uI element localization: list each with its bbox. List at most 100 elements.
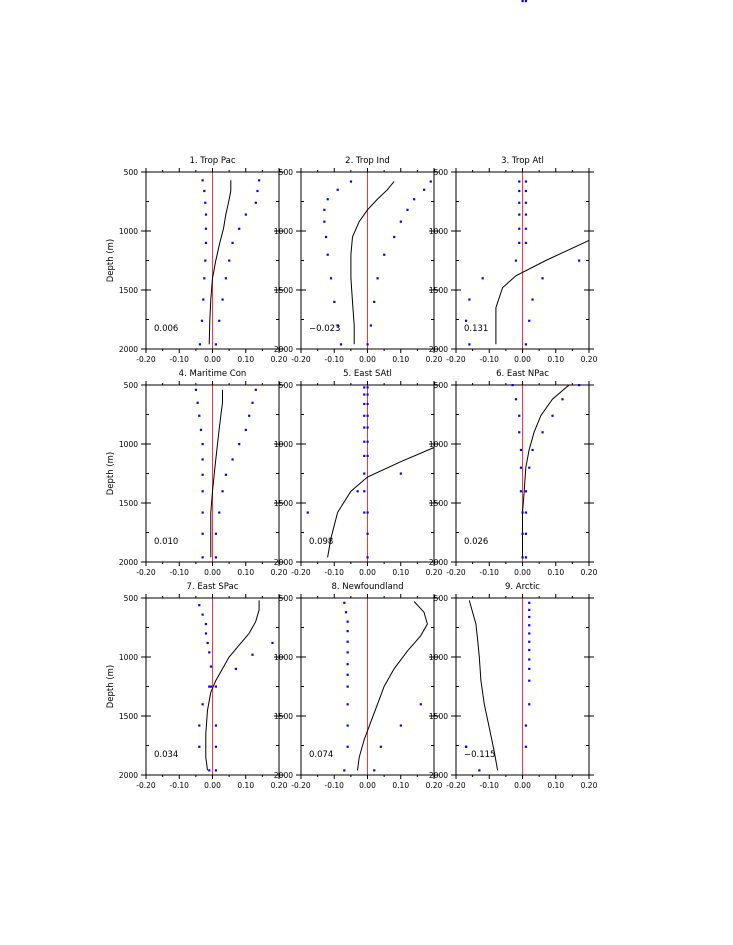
dot-right xyxy=(528,319,531,322)
dot-left xyxy=(201,490,204,493)
dot-right xyxy=(528,608,531,611)
panel-9: 9. Arctic -0.20 -0.10 0.00 0.10 0.20 500 1000 15… xyxy=(429,582,598,790)
dot-right xyxy=(376,277,379,280)
dot-right xyxy=(221,490,224,493)
dot-left xyxy=(198,724,201,727)
dot-right xyxy=(528,679,531,682)
dot-right xyxy=(248,414,251,417)
dot-right xyxy=(231,458,234,461)
dot-right xyxy=(429,180,432,183)
y-axis-label: Depth (m) xyxy=(106,665,116,709)
dot-right xyxy=(551,414,554,417)
profile-line xyxy=(205,600,260,771)
y-tick-label: 1000 xyxy=(429,440,448,449)
profile-line xyxy=(468,600,499,771)
dot-left xyxy=(208,651,211,654)
dot-right xyxy=(254,388,257,391)
dot-left xyxy=(326,198,329,201)
x-tick-label: -0.10 xyxy=(480,568,500,577)
profile-line xyxy=(495,239,590,345)
dot-right xyxy=(531,298,534,301)
x-tick-label: -0.10 xyxy=(480,355,500,364)
dot-left xyxy=(519,448,523,452)
dot-right xyxy=(541,431,544,434)
x-tick-label: 0.20 xyxy=(581,781,598,790)
dot-right xyxy=(528,601,531,604)
dot-right xyxy=(379,745,382,748)
dot-right xyxy=(528,632,531,635)
dot-left xyxy=(201,473,204,476)
dot-right xyxy=(524,241,528,244)
x-tick-label: 0.20 xyxy=(426,781,443,790)
dot-left xyxy=(336,188,339,191)
dot-right xyxy=(214,724,218,727)
profile-line xyxy=(208,180,232,345)
dot-right xyxy=(251,653,254,656)
panel-2: 2. Trop Ind -0.20 -0.10 0.00 0.10 0.20 500 1000… xyxy=(274,156,443,364)
x-tick-label: -0.10 xyxy=(170,568,190,577)
dot-right xyxy=(578,384,581,387)
value-annotation: 0.074 xyxy=(309,750,333,760)
dot-left xyxy=(363,511,366,514)
dot-left xyxy=(323,208,326,211)
dot-right xyxy=(231,241,234,244)
profile-line xyxy=(357,601,428,771)
dot-right xyxy=(214,556,218,559)
dot-left xyxy=(201,443,204,446)
dot-right xyxy=(238,227,241,230)
dot-right xyxy=(366,343,369,346)
dot-left xyxy=(464,745,468,748)
dot-left xyxy=(363,472,366,475)
dot-right xyxy=(366,440,369,443)
dot-right xyxy=(373,300,376,303)
dot-left xyxy=(198,414,201,417)
dot-left xyxy=(363,402,366,406)
dot-left xyxy=(343,601,346,604)
dot-right xyxy=(524,511,528,514)
dot-right xyxy=(366,511,369,514)
y-tick-label: 2000 xyxy=(429,345,448,354)
panel-title: 9. Arctic xyxy=(505,582,540,592)
x-tick-label: -0.20 xyxy=(446,568,466,577)
dot-left xyxy=(518,180,521,183)
dot-right xyxy=(271,641,274,645)
x-tick-label: -0.20 xyxy=(446,781,466,790)
panel-title: 3. Trop Atl xyxy=(501,156,544,166)
dot-right xyxy=(524,490,528,493)
value-annotation: 0.034 xyxy=(154,750,178,760)
dot-left xyxy=(518,241,521,244)
panel-5: 5. East SAtl -0.20 -0.10 0.00 0.10 0.20 500 100… xyxy=(274,369,443,577)
x-tick-label: -0.20 xyxy=(291,781,311,790)
y-tick-label: 1500 xyxy=(274,499,293,508)
dot-right xyxy=(214,532,218,535)
dot-right xyxy=(366,454,369,457)
dot-right xyxy=(366,386,369,389)
profile-line xyxy=(522,384,570,558)
dot-left xyxy=(518,431,521,434)
y-tick-label: 500 xyxy=(279,168,294,177)
dot-left xyxy=(363,490,366,493)
dot-left xyxy=(511,384,514,387)
y-axis-label: Depth (m) xyxy=(106,452,116,496)
x-tick-label: 0.20 xyxy=(426,568,443,577)
x-tick-label: 0.10 xyxy=(392,781,409,790)
y-tick-label: 1000 xyxy=(274,227,293,236)
dot-left xyxy=(518,201,521,204)
y-tick-label: 2000 xyxy=(119,771,138,780)
dot-left xyxy=(204,227,208,230)
dot-left xyxy=(198,343,202,346)
x-tick-label: 0.00 xyxy=(204,568,221,577)
x-tick-label: 0.10 xyxy=(547,355,564,364)
panel-title: 8. Newfoundland xyxy=(331,582,403,592)
dot-left xyxy=(514,259,518,262)
dot-right xyxy=(224,473,227,476)
dot-left xyxy=(333,300,336,303)
dot-right xyxy=(228,259,231,262)
dot-left xyxy=(468,343,471,346)
profile-line xyxy=(210,389,223,558)
dot-left xyxy=(346,620,349,623)
y-tick-label: 2000 xyxy=(274,771,293,780)
dot-left xyxy=(204,259,207,262)
dot-right xyxy=(528,648,531,652)
value-annotation: 0.010 xyxy=(154,537,178,547)
